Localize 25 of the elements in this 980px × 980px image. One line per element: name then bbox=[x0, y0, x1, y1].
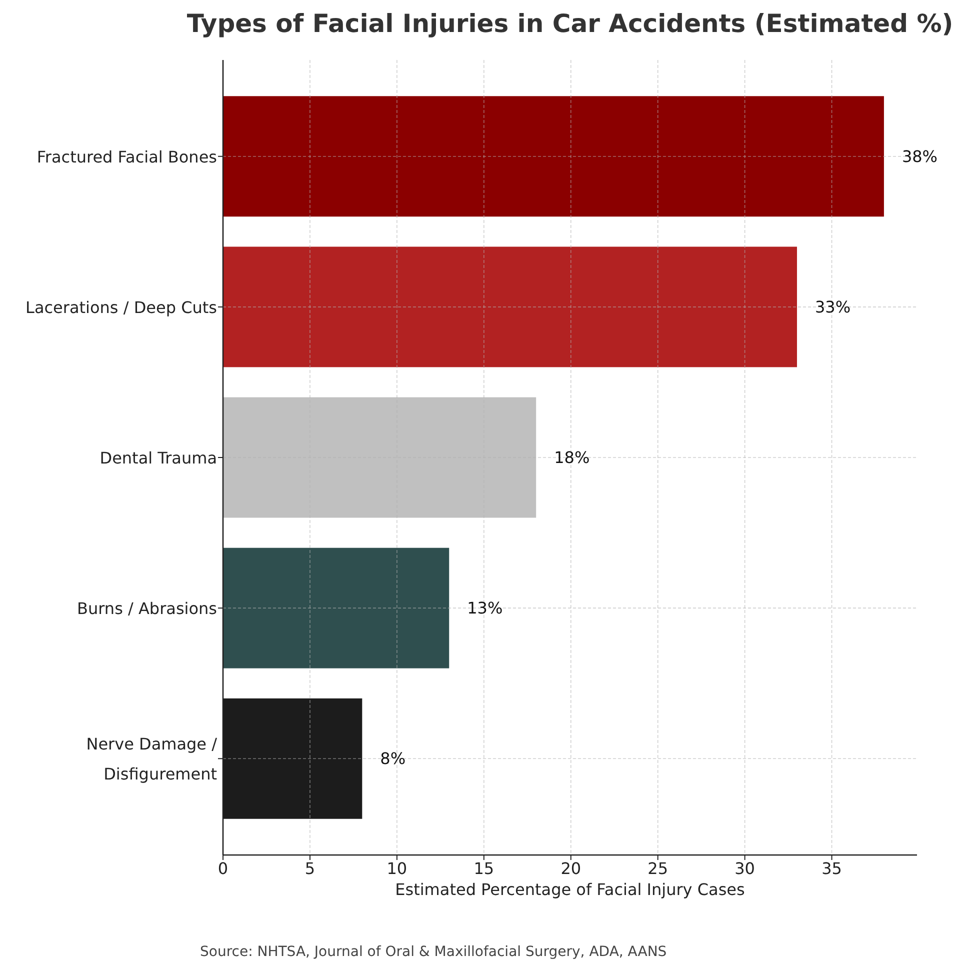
x-tick-label: 25 bbox=[648, 859, 668, 878]
x-tick-label: 30 bbox=[734, 859, 755, 878]
x-tick-label: 10 bbox=[386, 859, 408, 878]
x-axis-title: Estimated Percentage of Facial Injury Cases bbox=[395, 880, 745, 899]
data-label: 33% bbox=[814, 297, 851, 316]
data-label: 8% bbox=[380, 749, 406, 768]
x-tick-label: 20 bbox=[560, 859, 582, 878]
y-tick-label: Nerve Damage / Disfigurement bbox=[86, 734, 218, 784]
bar bbox=[223, 397, 536, 518]
data-label: 18% bbox=[554, 448, 590, 467]
bar bbox=[223, 246, 797, 368]
y-tick-label: Fractured Facial Bones bbox=[36, 146, 217, 166]
data-label: 38% bbox=[902, 146, 938, 166]
x-tick-label: 5 bbox=[304, 859, 316, 878]
y-tick-label: Dental Trauma bbox=[100, 448, 217, 467]
chart-title: Types of Facial Injuries in Car Accidents (Estimated %) bbox=[186, 9, 954, 38]
bar bbox=[223, 548, 450, 668]
bar bbox=[223, 96, 884, 217]
y-tick-label: Burns / Abrasions bbox=[77, 598, 217, 618]
x-tick-label: 15 bbox=[474, 859, 494, 878]
x-tick-label: 35 bbox=[822, 859, 842, 878]
x-tick-label: 0 bbox=[218, 859, 228, 878]
y-tick-label: Lacerations / Deep Cuts bbox=[26, 297, 217, 316]
source-note: Source: NHTSA, Journal of Oral & Maxillofacial Surgery, ADA, AANS bbox=[200, 944, 667, 960]
data-label: 13% bbox=[467, 598, 503, 618]
